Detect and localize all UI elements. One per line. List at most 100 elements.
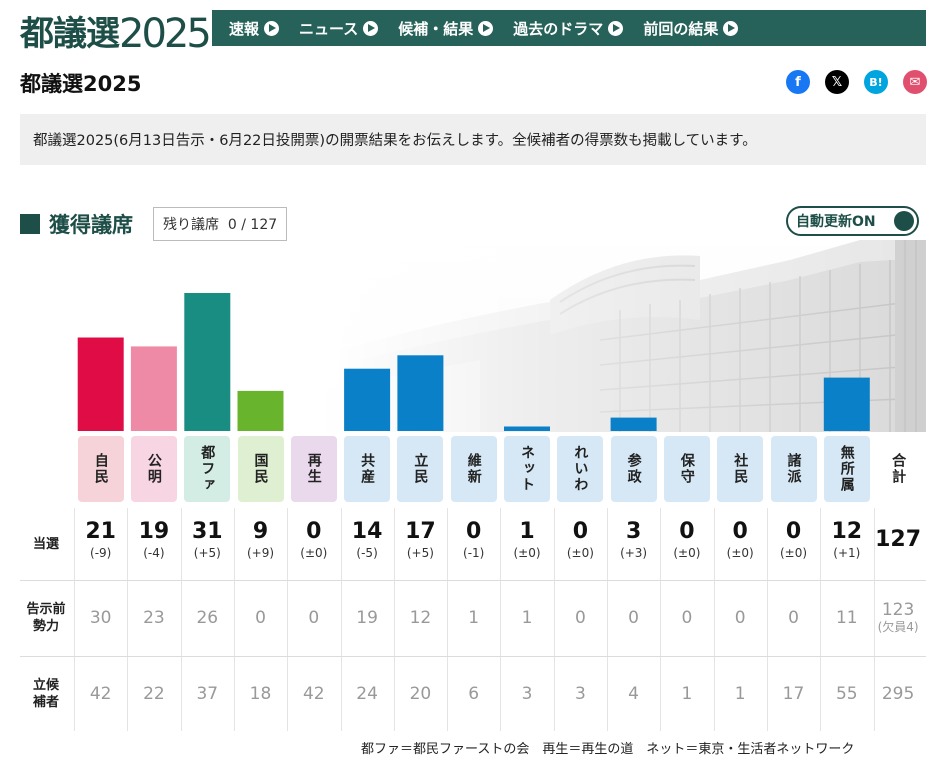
pre-election-value: 0 <box>788 608 799 628</box>
won-cell: 0 (±0) <box>714 508 767 561</box>
column-divider <box>74 508 75 580</box>
party-label: 諸派 <box>770 436 817 502</box>
party-label: 立民 <box>397 436 444 502</box>
candidates-value: 42 <box>89 684 112 704</box>
pre-election-value: 0 <box>308 608 320 628</box>
column-divider <box>340 508 342 580</box>
pre-election-vacancy-note: (欠員4) <box>877 620 919 634</box>
column-divider <box>233 508 235 580</box>
candidates-cell: 22 <box>127 657 180 704</box>
nav-label: 前回の結果 <box>643 19 719 38</box>
column-divider <box>873 657 875 731</box>
nav-candidates-results[interactable]: 候補・結果 <box>398 18 494 39</box>
seats-won-value: 14 <box>351 519 383 544</box>
won-total-cell: 127 <box>872 508 925 553</box>
seats-change-value: (-4) <box>143 546 165 560</box>
logo-year: 2025 <box>119 11 212 57</box>
column-divider <box>713 508 715 580</box>
candidates-cell: 20 <box>394 657 447 704</box>
column-divider <box>127 657 129 731</box>
share-buttons: f 𝕏 B! ✉ <box>786 70 927 94</box>
column-divider <box>660 657 662 731</box>
remaining-seats-badge: 残り議席 0 / 127 <box>153 207 288 241</box>
row-divider <box>20 656 926 657</box>
seats-change-value: (+9) <box>246 546 275 560</box>
hatena-bookmark-icon[interactable]: B! <box>864 70 888 94</box>
column-divider <box>820 508 822 580</box>
bar-7 <box>397 355 444 431</box>
candidates-cell: 18 <box>234 657 287 704</box>
seats-change-value: (±0) <box>779 546 808 560</box>
top-navigation: 速報 ニュース 候補・結果 過去のドラマ 前回の結果 <box>212 10 926 46</box>
seats-change-value: (-5) <box>356 546 378 560</box>
intro-text: 都議選2025(6月13日告示・6月22日投開票)の開票結果をお伝えします。全候… <box>20 114 926 165</box>
column-divider <box>660 581 662 656</box>
x-icon[interactable]: 𝕏 <box>825 70 849 94</box>
auto-update-toggle[interactable]: 自動更新ON <box>786 206 919 236</box>
column-divider <box>447 508 449 580</box>
row-pre-election: 告示前 勢力 30 23 26 0 0 19 12 1 1 0 0 0 0 0 11 123 (欠員4) <box>20 581 926 656</box>
pre-election-cell: 0 <box>287 581 340 628</box>
column-divider <box>127 581 129 656</box>
column-divider <box>340 657 342 731</box>
remaining-value: 0 / 127 <box>227 217 278 233</box>
column-divider <box>553 581 555 656</box>
arrow-right-icon <box>363 20 379 36</box>
column-divider <box>553 508 555 580</box>
pre-election-value: 0 <box>734 608 746 628</box>
pre-election-cell: 1 <box>501 581 554 628</box>
column-divider <box>233 657 235 731</box>
pre-election-value: 30 <box>89 608 112 628</box>
won-cell: 0 (±0) <box>287 508 340 561</box>
facebook-icon[interactable]: f <box>786 70 810 94</box>
pre-election-total-cell: 123 (欠員4) <box>872 581 925 635</box>
column-divider <box>660 508 662 580</box>
pre-election-total-value: 123 <box>881 600 915 620</box>
won-cell: 0 (±0) <box>554 508 607 561</box>
candidates-value: 20 <box>409 684 432 704</box>
toggle-knob <box>894 211 914 231</box>
candidates-cell: 4 <box>607 657 660 704</box>
bar-3 <box>184 293 231 431</box>
bars-layer <box>77 293 870 431</box>
column-divider <box>74 581 75 656</box>
column-divider <box>766 657 768 731</box>
column-divider <box>607 657 608 731</box>
nav-sokuho[interactable]: 速報 <box>229 18 280 39</box>
column-divider <box>713 581 715 656</box>
remaining-label: 残り議席 <box>163 217 219 233</box>
seats-won-value: 19 <box>138 519 170 544</box>
candidates-value: 18 <box>249 684 272 704</box>
column-divider <box>393 581 395 656</box>
seats-won-value: 0 <box>679 519 695 544</box>
site-logo[interactable]: 都議選2025 <box>20 6 212 57</box>
party-label: 自民 <box>77 436 124 502</box>
auto-update-label: 自動更新ON <box>796 214 876 230</box>
candidates-cell: 1 <box>660 657 713 704</box>
pre-election-cell: 11 <box>820 581 873 628</box>
nav-previous-results[interactable]: 前回の結果 <box>643 18 739 39</box>
section-marker <box>20 214 40 234</box>
won-cell: 3 (+3) <box>607 508 660 561</box>
seats-won-value: 17 <box>405 519 436 544</box>
won-cell: 14 (-5) <box>341 508 394 561</box>
seats-change-value: (±0) <box>566 546 594 560</box>
column-divider <box>820 581 822 656</box>
bar-11 <box>610 417 657 431</box>
won-cell: 31 (+5) <box>181 508 234 561</box>
pre-election-value: 11 <box>835 608 858 628</box>
row-divider <box>20 580 926 581</box>
candidates-value: 1 <box>681 684 693 704</box>
nav-past-drama[interactable]: 過去のドラマ <box>513 18 624 39</box>
column-divider <box>820 657 822 731</box>
seats-won-value: 0 <box>466 519 482 544</box>
arrow-right-icon <box>723 20 739 36</box>
candidates-cell: 42 <box>74 657 127 704</box>
candidates-cell: 3 <box>501 657 554 704</box>
mail-icon[interactable]: ✉ <box>903 70 927 94</box>
total-label: 合計 <box>890 453 907 485</box>
nav-news[interactable]: ニュース <box>299 18 379 39</box>
seats-won-value: 0 <box>572 519 589 544</box>
seats-won-value: 31 <box>191 519 223 544</box>
column-divider <box>500 508 502 580</box>
